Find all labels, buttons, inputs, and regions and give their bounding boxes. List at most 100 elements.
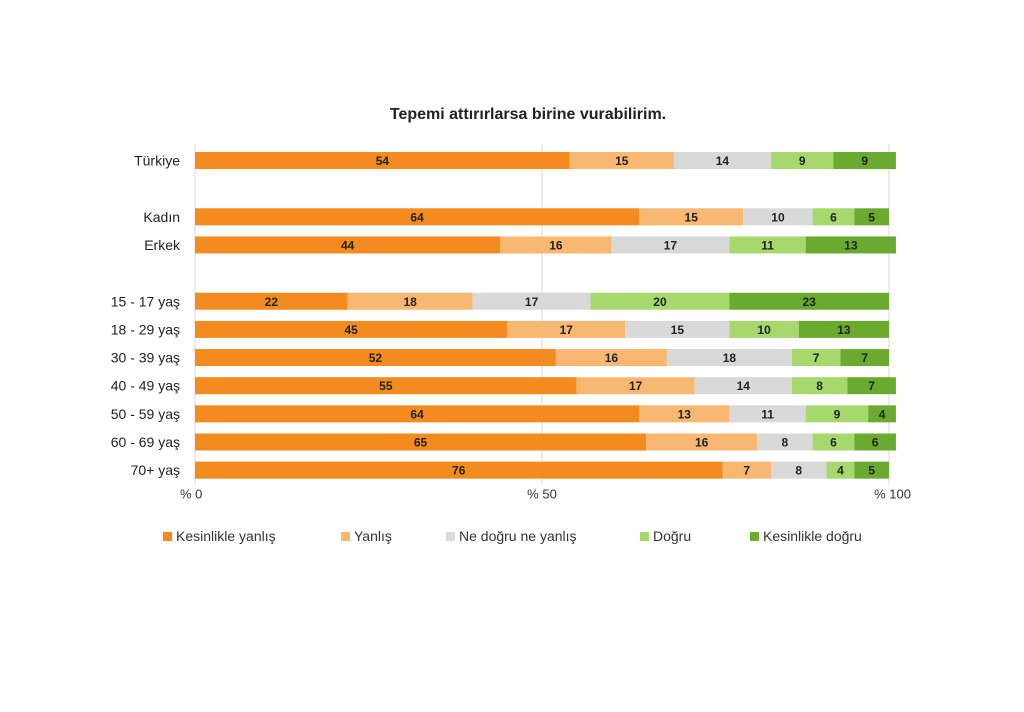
bar-segment-ne-doğru-ne-yanlış	[771, 461, 827, 479]
data-label: 8	[795, 464, 802, 478]
bar-segment-doğru	[729, 320, 799, 338]
data-label: 6	[872, 436, 879, 450]
bar-segment-kesinlikle-doğru	[805, 236, 896, 254]
x-tick-label: % 100	[874, 487, 911, 502]
data-label: 20	[653, 295, 667, 309]
bar-segment-ne-doğru-ne-yanlış	[625, 320, 730, 338]
bar-segment-doğru	[812, 433, 855, 451]
bar-segment-kesinlikle-yanlış	[195, 433, 647, 451]
bar-segment-kesinlikle-yanlış	[195, 152, 570, 169]
bar-segment-kesinlikle-doğru	[840, 349, 889, 367]
bar-segment-ne-doğru-ne-yanlış	[743, 208, 813, 226]
data-label: 16	[549, 238, 563, 252]
data-label: 5	[868, 464, 875, 478]
legend: Kesinlikle yanlış Yanlış Ne doğru ne yanlı…	[163, 528, 862, 544]
data-label: 11	[761, 238, 774, 252]
bar-segment-kesinlikle-yanlış	[195, 320, 508, 338]
bar-segment-kesinlikle-doğru	[854, 461, 889, 479]
bar-segment-doğru	[791, 377, 848, 395]
legend-label-kesinlikle-yanlış: Kesinlikle yanlış	[176, 528, 276, 544]
bar-segment-kesinlikle-yanlış	[195, 292, 348, 310]
bar-segment-ne-doğru-ne-yanlış	[673, 152, 772, 169]
data-label: 16	[695, 436, 709, 450]
data-label: 52	[369, 351, 383, 365]
category-label-60-69-yaş: 60 - 69 yaş	[111, 434, 180, 450]
data-label: 65	[414, 436, 428, 450]
data-label: 15	[671, 323, 685, 337]
bar-segment-kesinlikle-doğru	[854, 433, 896, 451]
bar-segment-yanlış	[646, 433, 758, 451]
data-label: 14	[737, 379, 751, 393]
bar-segment-ne-doğru-ne-yanlış	[757, 433, 813, 451]
bar-segment-ne-doğru-ne-yanlış	[472, 292, 591, 310]
data-label: 7	[861, 351, 868, 365]
bar-segment-kesinlikle-doğru	[833, 152, 896, 169]
data-label: 18	[403, 295, 417, 309]
bar-segment-kesinlikle-yanlış	[195, 461, 723, 479]
data-label: 13	[837, 323, 851, 337]
data-label: 23	[803, 295, 817, 309]
data-label: 17	[664, 238, 678, 252]
category-label-50-59-yaş: 50 - 59 yaş	[111, 406, 180, 422]
legend-label-kesinlikle-doğru: Kesinlikle doğru	[763, 528, 862, 544]
data-label: 15	[615, 154, 629, 168]
category-label-türkiye: Türkiye	[134, 153, 180, 169]
bar-segment-ne-doğru-ne-yanlış	[729, 405, 806, 423]
bar-segment-yanlış	[500, 236, 612, 254]
legend-swatch-yanlış	[341, 532, 350, 541]
category-label-18-29-yaş: 18 - 29 yaş	[111, 321, 180, 337]
chart-title: Tepemi attırırlarsa birine vurabilirim.	[389, 106, 667, 123]
data-label: 11	[761, 407, 774, 421]
data-label: 18	[723, 351, 737, 365]
bar-segment-yanlış	[576, 377, 695, 395]
bar-segment-kesinlikle-yanlış	[195, 236, 501, 254]
data-label: 10	[771, 210, 785, 224]
bar-segment-ne-doğru-ne-yanlış	[611, 236, 730, 254]
data-label: 16	[605, 351, 619, 365]
bar-segment-yanlış	[639, 208, 744, 226]
data-label: 17	[560, 323, 574, 337]
data-label: 45	[344, 323, 358, 337]
bar-segment-yanlış	[569, 152, 674, 169]
data-label: 9	[799, 154, 806, 168]
data-label: 10	[757, 323, 771, 337]
bar-segment-doğru	[771, 152, 834, 169]
category-label-15-17-yaş: 15 - 17 yaş	[111, 293, 180, 309]
legend-swatch-doğru	[640, 532, 649, 541]
data-label: 7	[743, 464, 750, 478]
bar-segment-doğru	[805, 405, 869, 423]
data-label: 64	[410, 210, 424, 224]
category-label-40-49-yaş: 40 - 49 yaş	[111, 378, 180, 394]
gridlines	[194, 144, 890, 485]
data-label: 7	[868, 379, 875, 393]
data-label: 8	[782, 436, 789, 450]
bar-segment-yanlış	[639, 405, 730, 423]
data-label: 4	[837, 464, 844, 478]
bar-segment-kesinlikle-yanlış	[195, 405, 640, 423]
bar-segment-kesinlikle-yanlış	[195, 377, 577, 395]
bar-segment-yanlış	[347, 292, 473, 310]
data-label: 17	[525, 295, 539, 309]
bar-segment-kesinlikle-doğru	[729, 292, 889, 310]
data-label: 6	[830, 436, 837, 450]
legend-swatch-kesinlikle-doğru	[750, 532, 759, 541]
data-label: 15	[685, 210, 699, 224]
bar-segment-doğru	[826, 461, 855, 479]
bar-segment-kesinlikle-doğru	[854, 208, 889, 226]
bar-segment-doğru	[791, 349, 841, 367]
legend-label-ne-doğru-ne-yanlış: Ne doğru ne yanlış	[459, 528, 577, 544]
bar-segment-ne-doğru-ne-yanlış	[666, 349, 792, 367]
bar-segment-doğru	[729, 236, 806, 254]
data-label: 55	[379, 379, 393, 393]
legend-swatch-kesinlikle-yanlış	[163, 532, 172, 541]
bar-segment-yanlış	[507, 320, 626, 338]
data-label: 5	[868, 210, 875, 224]
category-label-erkek: Erkek	[144, 237, 181, 253]
category-label-30-39-yaş: 30 - 39 yaş	[111, 350, 180, 366]
bar-segment-kesinlikle-doğru	[868, 405, 896, 423]
data-label: 13	[844, 238, 858, 252]
data-label: 22	[265, 295, 279, 309]
data-label: 9	[861, 154, 868, 168]
